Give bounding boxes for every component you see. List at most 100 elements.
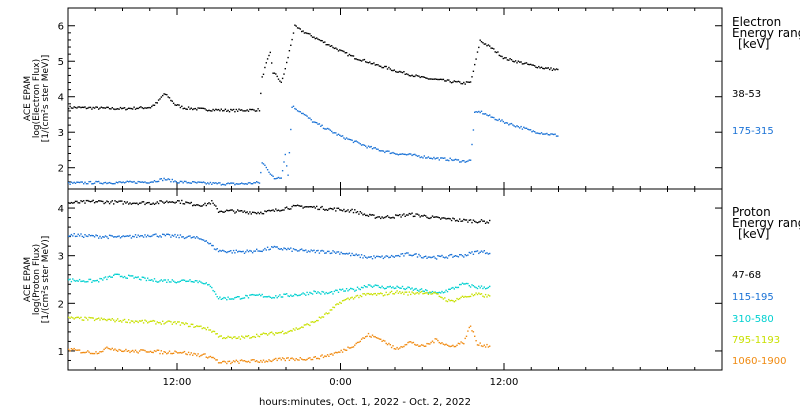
data-point [190, 201, 192, 204]
data-point [275, 208, 277, 210]
data-point [163, 279, 165, 281]
data-point [350, 54, 352, 57]
data-point [554, 69, 556, 71]
data-point [355, 289, 357, 291]
data-point [157, 322, 160, 324]
data-point [78, 317, 81, 320]
data-point [487, 44, 490, 46]
data-point [399, 347, 401, 349]
data-point [224, 210, 227, 213]
data-point [433, 291, 435, 294]
data-point [429, 256, 431, 258]
data-point [441, 157, 443, 159]
data-point [249, 182, 251, 184]
data-point [194, 204, 197, 207]
data-point [265, 360, 267, 362]
data-point [118, 235, 120, 237]
data-point [88, 234, 90, 236]
data-point [320, 39, 322, 42]
data-point [422, 76, 424, 78]
data-point [253, 294, 255, 296]
data-point [354, 140, 356, 142]
data-point [328, 128, 330, 130]
data-point [514, 126, 517, 128]
data-point [384, 256, 386, 258]
data-point [280, 331, 282, 334]
data-point [85, 183, 88, 185]
data-point [317, 123, 319, 125]
data-point [261, 212, 263, 215]
data-point [465, 296, 468, 298]
data-point [171, 178, 173, 181]
data-point [235, 337, 237, 340]
data-point [243, 183, 246, 185]
data-point [99, 235, 101, 238]
data-point [388, 150, 390, 152]
data-point [532, 130, 534, 132]
data-point [271, 297, 273, 299]
data-point [303, 293, 306, 295]
data-point [288, 152, 291, 154]
data-point [418, 345, 420, 347]
data-point [454, 300, 457, 302]
data-point [89, 352, 92, 355]
data-point [371, 334, 374, 336]
data-point [269, 51, 271, 54]
data-point [141, 235, 143, 237]
data-point [250, 108, 252, 111]
data-point [306, 358, 308, 361]
data-point [253, 335, 255, 338]
data-point [461, 160, 464, 162]
data-point [440, 296, 442, 298]
data-point [448, 345, 450, 347]
data-point [257, 335, 259, 337]
data-point [119, 106, 122, 109]
data-point [280, 209, 282, 212]
data-point [440, 78, 442, 80]
data-point [321, 205, 323, 208]
data-point [324, 128, 326, 130]
data-point [84, 106, 86, 108]
data-point [400, 346, 402, 348]
data-point [192, 323, 194, 326]
data-point [461, 295, 464, 297]
data-point [121, 275, 123, 278]
data-point [380, 256, 382, 258]
data-point [354, 209, 356, 211]
data-point [390, 152, 393, 154]
data-point [355, 140, 357, 142]
data-point [305, 32, 307, 34]
data-point [467, 330, 469, 332]
data-point [306, 32, 308, 35]
data-point [369, 61, 371, 63]
data-point [273, 245, 276, 248]
data-point [298, 328, 300, 330]
data-point [100, 351, 103, 353]
data-point [73, 181, 75, 184]
data-point [423, 292, 425, 295]
data-point [456, 286, 458, 289]
data-point [217, 182, 220, 184]
data-point [360, 60, 363, 62]
data-point [74, 106, 77, 109]
data-point [397, 254, 400, 257]
data-point [309, 33, 311, 35]
data-point [347, 253, 349, 255]
data-point [369, 213, 371, 216]
data-point [205, 240, 207, 242]
data-point [88, 316, 90, 319]
data-point [407, 294, 409, 296]
data-point [247, 250, 250, 253]
data-point [130, 320, 133, 322]
data-point [271, 62, 273, 64]
data-point [182, 203, 184, 205]
data-point [472, 70, 475, 72]
data-point [370, 256, 372, 258]
data-point [414, 343, 416, 346]
data-point [102, 350, 104, 353]
data-point [204, 240, 206, 242]
data-point [311, 358, 314, 361]
data-point [98, 237, 100, 239]
data-point [76, 107, 78, 109]
